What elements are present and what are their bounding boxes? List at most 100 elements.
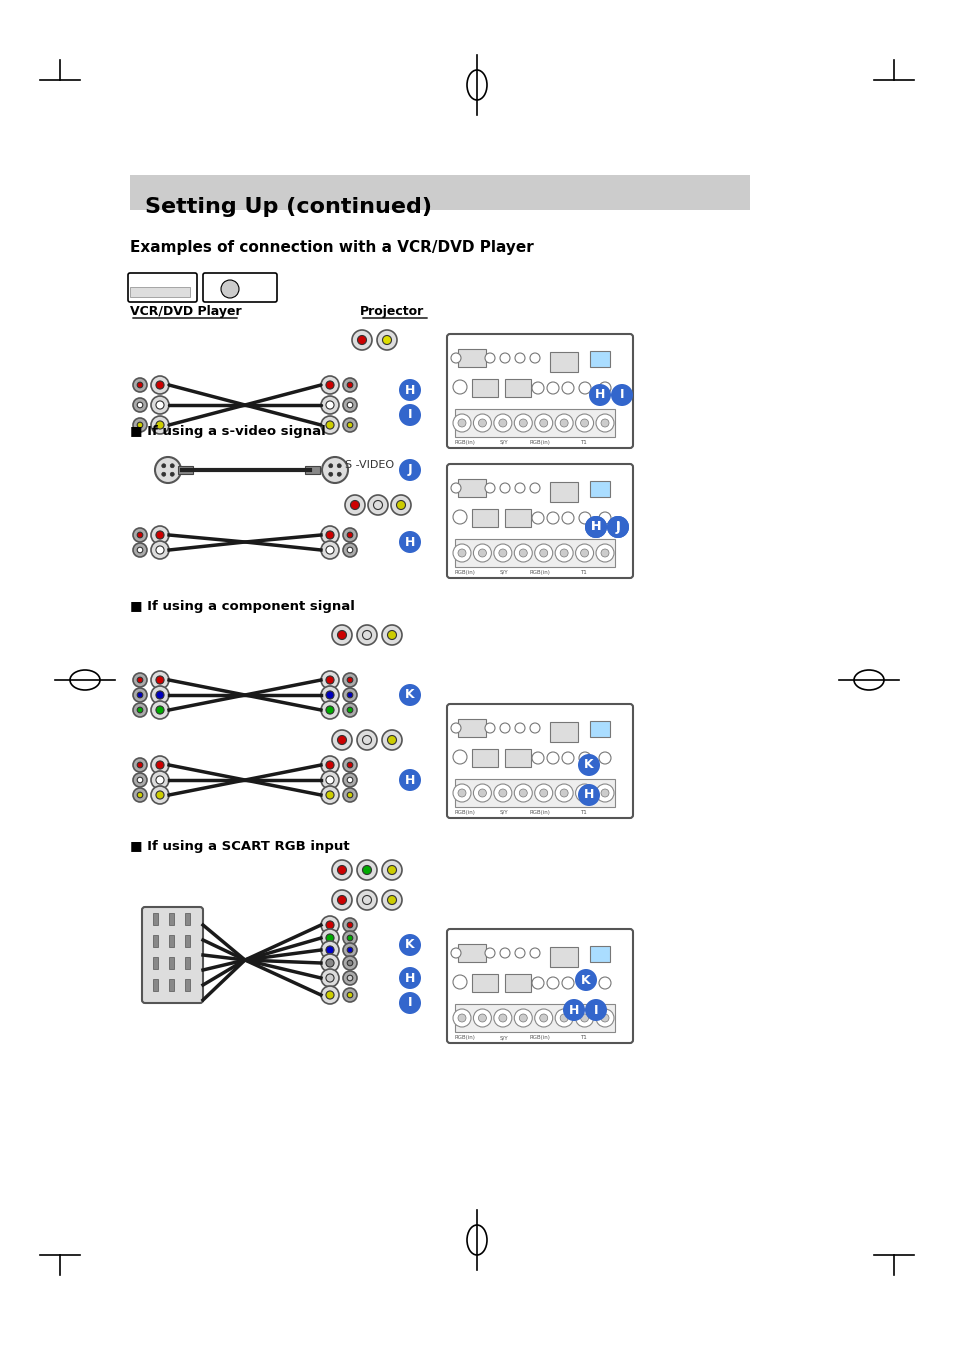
Circle shape bbox=[398, 684, 420, 707]
Circle shape bbox=[484, 948, 495, 958]
Circle shape bbox=[398, 992, 420, 1015]
Circle shape bbox=[515, 353, 524, 363]
Circle shape bbox=[453, 544, 471, 562]
Text: Examples of connection with a VCR/DVD Player: Examples of connection with a VCR/DVD Pl… bbox=[130, 240, 533, 255]
Circle shape bbox=[381, 890, 401, 911]
Circle shape bbox=[494, 544, 512, 562]
Circle shape bbox=[357, 335, 366, 345]
Circle shape bbox=[343, 917, 356, 932]
Circle shape bbox=[137, 677, 143, 682]
Bar bbox=[455, 780, 615, 807]
Circle shape bbox=[155, 676, 164, 684]
Circle shape bbox=[332, 730, 352, 750]
Circle shape bbox=[137, 792, 143, 798]
Text: H: H bbox=[583, 789, 594, 801]
Bar bbox=[185, 935, 190, 947]
Circle shape bbox=[137, 762, 143, 767]
Circle shape bbox=[320, 526, 338, 544]
Circle shape bbox=[320, 929, 338, 947]
Circle shape bbox=[320, 416, 338, 434]
Circle shape bbox=[382, 335, 391, 345]
Circle shape bbox=[337, 866, 346, 874]
Circle shape bbox=[320, 671, 338, 689]
Circle shape bbox=[326, 422, 334, 430]
Circle shape bbox=[347, 935, 353, 940]
Circle shape bbox=[580, 549, 588, 557]
Circle shape bbox=[151, 786, 169, 804]
Circle shape bbox=[151, 686, 169, 704]
Circle shape bbox=[598, 512, 610, 524]
Circle shape bbox=[546, 512, 558, 524]
Circle shape bbox=[381, 861, 401, 880]
Circle shape bbox=[600, 789, 608, 797]
Circle shape bbox=[343, 417, 356, 432]
Circle shape bbox=[347, 382, 353, 388]
Text: H: H bbox=[590, 520, 600, 534]
Circle shape bbox=[555, 1009, 573, 1027]
Circle shape bbox=[221, 280, 239, 299]
Circle shape bbox=[534, 1009, 552, 1027]
Circle shape bbox=[578, 512, 590, 524]
Circle shape bbox=[473, 413, 491, 432]
Circle shape bbox=[555, 784, 573, 802]
Circle shape bbox=[534, 544, 552, 562]
Circle shape bbox=[398, 769, 420, 790]
Circle shape bbox=[326, 775, 334, 784]
Text: S/Y: S/Y bbox=[499, 440, 508, 444]
Circle shape bbox=[555, 413, 573, 432]
Circle shape bbox=[326, 707, 334, 715]
Circle shape bbox=[332, 626, 352, 644]
Circle shape bbox=[515, 948, 524, 958]
Text: H: H bbox=[594, 389, 604, 401]
FancyBboxPatch shape bbox=[130, 286, 190, 297]
Text: T1: T1 bbox=[579, 570, 586, 576]
Circle shape bbox=[170, 463, 174, 467]
Circle shape bbox=[337, 896, 346, 905]
Circle shape bbox=[498, 419, 506, 427]
Circle shape bbox=[154, 457, 181, 484]
Bar bbox=[152, 913, 158, 925]
Bar bbox=[457, 480, 485, 497]
Bar bbox=[455, 409, 615, 436]
Circle shape bbox=[155, 401, 164, 409]
Circle shape bbox=[132, 528, 147, 542]
Circle shape bbox=[155, 531, 164, 539]
Circle shape bbox=[499, 723, 510, 734]
Bar bbox=[472, 974, 497, 992]
Circle shape bbox=[600, 549, 608, 557]
Circle shape bbox=[151, 416, 169, 434]
Circle shape bbox=[534, 784, 552, 802]
Text: VCR/DVD Player: VCR/DVD Player bbox=[130, 305, 241, 317]
Circle shape bbox=[580, 789, 588, 797]
Bar bbox=[152, 935, 158, 947]
Circle shape bbox=[320, 969, 338, 988]
Circle shape bbox=[453, 413, 471, 432]
Bar bbox=[152, 957, 158, 969]
Bar bbox=[589, 946, 609, 962]
Circle shape bbox=[132, 788, 147, 802]
Circle shape bbox=[343, 788, 356, 802]
Circle shape bbox=[137, 382, 143, 388]
Bar bbox=[152, 979, 158, 992]
Circle shape bbox=[352, 330, 372, 350]
Circle shape bbox=[356, 890, 376, 911]
Circle shape bbox=[575, 413, 593, 432]
Circle shape bbox=[477, 789, 486, 797]
Circle shape bbox=[343, 688, 356, 703]
Circle shape bbox=[578, 977, 590, 989]
Text: I: I bbox=[619, 389, 623, 401]
Bar bbox=[472, 748, 497, 767]
Circle shape bbox=[132, 417, 147, 432]
Circle shape bbox=[137, 547, 143, 553]
Text: H: H bbox=[590, 520, 600, 534]
Circle shape bbox=[320, 986, 338, 1004]
Circle shape bbox=[596, 784, 614, 802]
Circle shape bbox=[343, 931, 356, 944]
Circle shape bbox=[457, 549, 465, 557]
Circle shape bbox=[600, 419, 608, 427]
Bar bbox=[550, 353, 578, 372]
Circle shape bbox=[561, 977, 574, 989]
Bar bbox=[455, 1004, 615, 1032]
Circle shape bbox=[530, 484, 539, 493]
Bar bbox=[550, 482, 578, 503]
